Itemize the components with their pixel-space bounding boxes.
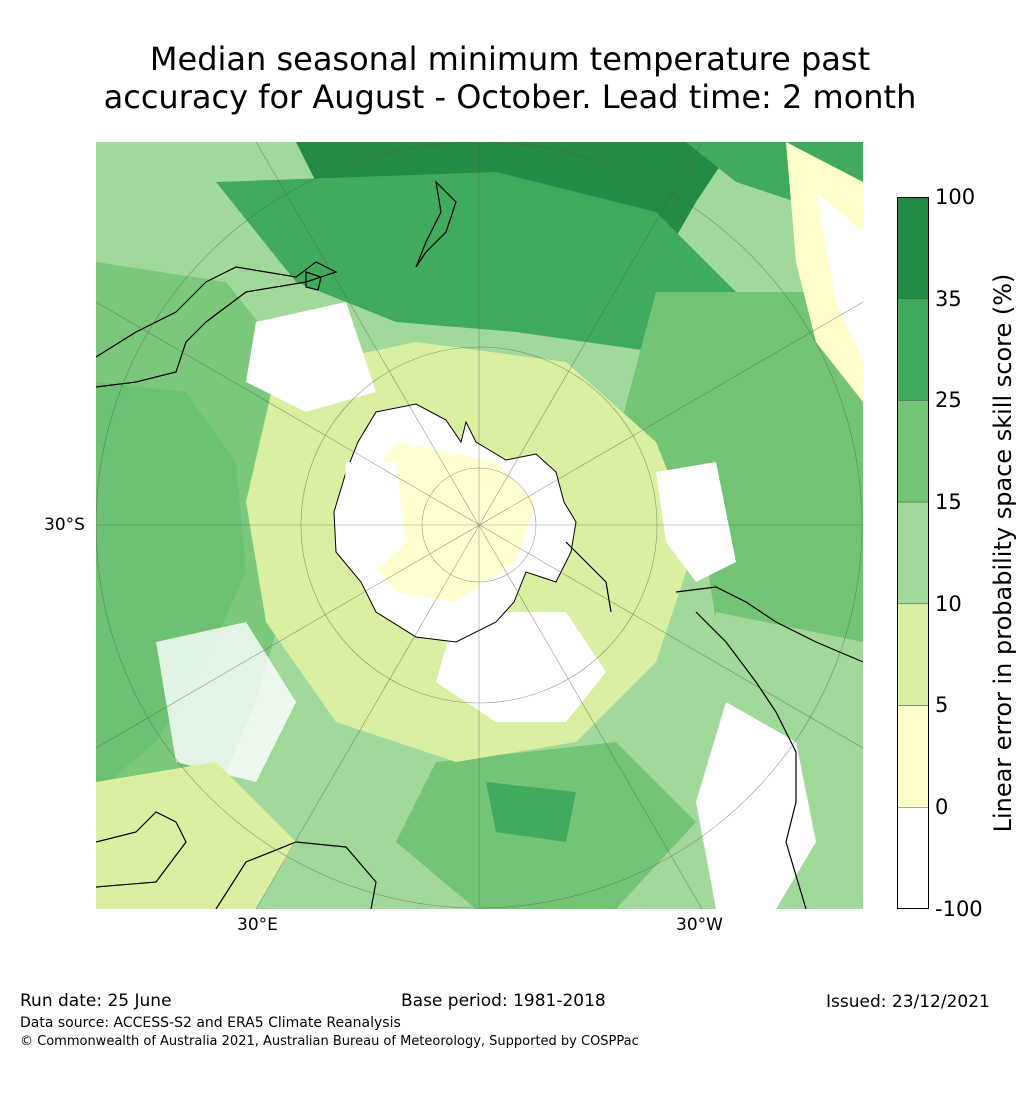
run-date: Run date: 25 June	[20, 991, 172, 1011]
lon-label-30e: 30°E	[237, 915, 278, 935]
title-line-2: accuracy for August - October. Lead time…	[103, 78, 917, 116]
graticule	[96, 142, 863, 909]
antarctic-interior-white	[341, 462, 406, 582]
issued-date: Issued: 23/12/2021	[826, 992, 990, 1012]
field-white-ne2	[816, 192, 863, 362]
colorbar-bin	[897, 501, 929, 605]
base-period: Base period: 1981-2018	[401, 991, 606, 1011]
antarctic-interior-light	[356, 442, 536, 602]
colorbar-tick: 35	[935, 287, 962, 311]
colorbar-bin	[897, 400, 929, 503]
field-mid-east	[616, 292, 863, 702]
field-white-south	[436, 612, 606, 722]
colorbar-tick: -100	[935, 897, 983, 921]
field-white-ne	[786, 142, 863, 402]
field-light-sw	[96, 762, 296, 909]
colorbar	[897, 197, 929, 909]
colorbar-bin	[897, 603, 929, 706]
australia-coast	[96, 261, 338, 388]
africa-coast-2	[215, 841, 377, 909]
field-white-sw	[156, 622, 296, 782]
data-source: Data source: ACCESS-S2 and ERA5 Climate …	[20, 1015, 401, 1031]
field-white-east	[656, 462, 736, 582]
colorbar-bin	[897, 197, 929, 299]
south-america-coast	[675, 586, 863, 909]
colorbar-bin	[897, 705, 929, 808]
copyright-notice: © Commonwealth of Australia 2021, Austra…	[20, 1034, 639, 1049]
colorbar-tick: 5	[935, 693, 949, 717]
lat-label-30s: 30°S	[44, 515, 85, 535]
meridian-150	[255, 142, 703, 909]
colorbar-bin	[897, 298, 929, 401]
new-zealand	[415, 180, 457, 268]
field-dark-south	[486, 782, 576, 842]
field-mid-west	[96, 262, 306, 909]
africa-coast	[96, 811, 187, 888]
colorbar-frame	[897, 197, 929, 909]
title-line-1: Median seasonal minimum temperature past	[149, 40, 871, 78]
colorbar-tick: 15	[935, 490, 962, 514]
lon-label-30w: 30°W	[676, 915, 723, 935]
colorbar-bin	[897, 807, 929, 909]
map-title: Median seasonal minimum temperature past…	[0, 40, 1020, 116]
coastlines	[96, 180, 863, 909]
field-white-west	[246, 302, 376, 412]
antarctic-peninsula	[565, 541, 612, 613]
colorbar-tick: 25	[935, 388, 962, 412]
colorbar-tick: 0	[935, 795, 949, 819]
polar-skill-map	[96, 142, 863, 909]
colorbar-tick: 10	[935, 592, 962, 616]
colorbar-label: Linear error in probability space skill …	[989, 273, 1017, 833]
colorbar-tick: 100	[935, 185, 976, 209]
tasmania	[305, 271, 322, 291]
